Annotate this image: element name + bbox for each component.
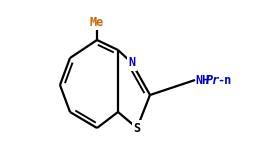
Text: S: S — [134, 121, 140, 134]
Text: N: N — [128, 56, 136, 69]
Text: -n: -n — [217, 73, 231, 86]
Text: NH: NH — [195, 73, 209, 86]
Text: Pr: Pr — [206, 73, 220, 86]
Text: Me: Me — [90, 15, 104, 28]
